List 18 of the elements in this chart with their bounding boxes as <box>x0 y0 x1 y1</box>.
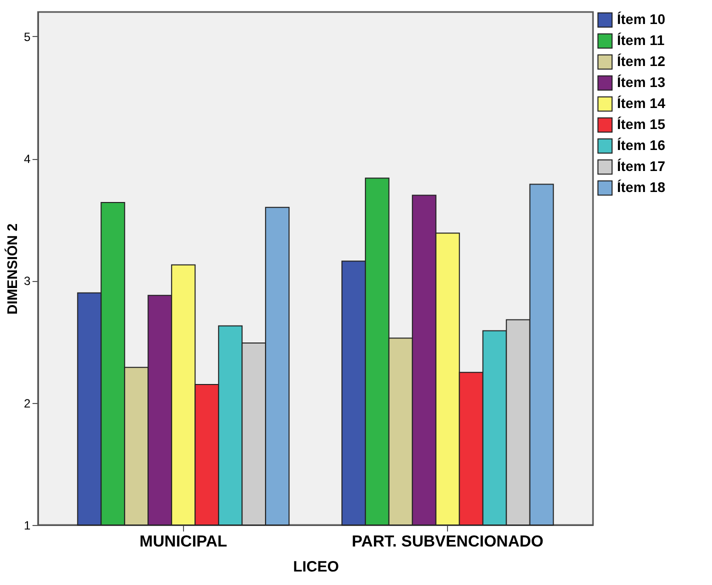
legend-label: Ítem 14 <box>617 95 666 111</box>
legend-label: Ítem 10 <box>617 11 666 27</box>
legend-label: Ítem 18 <box>617 179 666 195</box>
x-axis-title: LICEO <box>293 558 340 576</box>
y-tick-label: 1 <box>24 518 31 532</box>
y-tick-label: 4 <box>24 152 31 166</box>
legend-label: Ítem 13 <box>617 74 666 90</box>
y-tick-label: 3 <box>24 274 31 288</box>
legend-label: Ítem 17 <box>617 158 666 174</box>
legend-label: Ítem 11 <box>617 32 665 48</box>
legend-label: Ítem 16 <box>617 137 666 153</box>
y-tick-label: 2 <box>24 396 31 410</box>
legend-label: Ítem 12 <box>617 53 666 69</box>
legend-label: Ítem 15 <box>617 116 666 132</box>
y-axis-title: DIMENSIÓN 2 <box>4 223 20 315</box>
x-tick-label: MUNICIPAL <box>140 534 228 550</box>
x-tick-label: PART. SUBVENCIONADO <box>352 534 544 550</box>
y-tick-label: 5 <box>24 30 31 44</box>
